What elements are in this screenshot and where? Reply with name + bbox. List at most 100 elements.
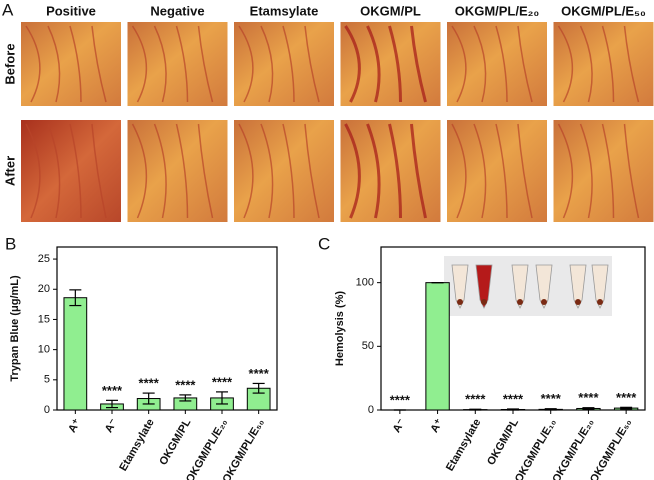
row-label: After — [2, 156, 17, 186]
vessel — [69, 25, 82, 103]
photo — [127, 120, 228, 222]
x-tick-label: Etamsylate — [117, 417, 156, 473]
error-bar — [469, 408, 482, 411]
vessel — [153, 123, 167, 219]
error-bar — [216, 391, 228, 405]
significance: **** — [616, 390, 637, 405]
y-tick-label: 10 — [38, 344, 50, 356]
vessel — [473, 123, 487, 219]
vessel — [388, 123, 402, 219]
panel-label: C — [318, 234, 330, 253]
y-tick-label: 0 — [44, 404, 50, 416]
vessel — [579, 25, 593, 103]
photo — [447, 22, 547, 106]
photo — [553, 22, 654, 106]
vessel — [25, 123, 41, 219]
significance: **** — [102, 383, 123, 398]
pellet — [457, 299, 463, 305]
significance: **** — [390, 392, 411, 407]
bar — [425, 282, 450, 411]
error-bar — [620, 406, 633, 410]
plot-frame — [56, 246, 278, 411]
vessel — [91, 25, 107, 103]
vessel — [623, 123, 640, 219]
y-tick-label: 5 — [44, 374, 50, 386]
pellet — [517, 299, 523, 305]
significance: **** — [175, 377, 196, 392]
y-tick-label: 50 — [362, 340, 374, 352]
column-label: OKGM/PL/E₂₀ — [455, 3, 540, 18]
photo — [447, 120, 547, 222]
vessel — [344, 123, 361, 219]
vessel — [304, 123, 320, 219]
panel-label: A — [2, 0, 14, 19]
y-axis-label: Trypan Blue (μg/mL) — [9, 275, 21, 382]
vessel — [451, 123, 467, 219]
vessel — [25, 25, 41, 103]
vessel — [366, 123, 381, 219]
vessel — [601, 25, 615, 103]
vessel — [47, 25, 61, 103]
column-label: OKGM/PL/E₅₀ — [561, 3, 646, 18]
panel-label: B — [5, 234, 16, 253]
photo — [21, 120, 121, 222]
row-label: Before — [2, 43, 17, 84]
error-bar — [106, 399, 118, 409]
photo — [234, 22, 334, 106]
vessel — [579, 123, 593, 219]
vessel — [473, 25, 487, 103]
vessel — [238, 123, 254, 219]
vessel — [410, 25, 427, 103]
y-tick-label: 20 — [38, 283, 50, 295]
vessel — [557, 123, 574, 219]
vessel — [260, 123, 274, 219]
vessel — [153, 25, 167, 103]
x-tick-label: OKGM/PL/E₅₀ — [588, 417, 634, 480]
vessel — [175, 123, 189, 219]
vessel — [495, 25, 508, 103]
vessel — [623, 25, 640, 103]
error-bar — [252, 382, 265, 394]
vessel — [197, 25, 214, 103]
x-tick-label: OKGM/PL/E₂₀ — [550, 417, 596, 480]
vessel — [197, 123, 214, 219]
vessel — [175, 25, 189, 103]
vessel — [69, 123, 82, 219]
bar — [63, 297, 88, 411]
column-label: Negative — [150, 3, 204, 18]
vessel — [601, 123, 615, 219]
x-tick-label: OKGM/PL/E₁₀ — [513, 417, 559, 480]
error-bar — [69, 289, 82, 307]
error-bar — [142, 392, 155, 405]
pellet — [481, 299, 487, 305]
photo — [127, 22, 228, 106]
y-tick-label: 100 — [356, 277, 374, 289]
x-tick-label: A⁻ — [103, 417, 120, 435]
vessel — [495, 123, 508, 219]
error-bar — [582, 407, 595, 410]
vessel — [47, 123, 61, 219]
photo — [553, 120, 654, 222]
photo — [234, 120, 334, 222]
vessel — [410, 123, 427, 219]
x-tick-label: OKGM/PL — [157, 417, 193, 468]
y-tick-label: 0 — [368, 404, 374, 416]
vessel — [517, 25, 533, 103]
vessel — [388, 25, 402, 103]
x-tick-label: OKGM/PL — [485, 417, 521, 468]
vessel — [304, 25, 320, 103]
x-tick-label: A⁻ — [391, 417, 408, 435]
vessel — [131, 25, 148, 103]
vessel — [238, 25, 254, 103]
error-bar — [507, 408, 519, 411]
significance: **** — [578, 390, 599, 405]
pellet — [575, 299, 581, 305]
vessel — [282, 25, 295, 103]
y-axis-label: Hemolysis (%) — [334, 291, 346, 367]
significance: **** — [503, 391, 524, 406]
vessel — [517, 123, 533, 219]
vessel — [557, 25, 574, 103]
x-tick-label: Etamsylate — [444, 417, 483, 473]
significance: **** — [249, 366, 270, 381]
